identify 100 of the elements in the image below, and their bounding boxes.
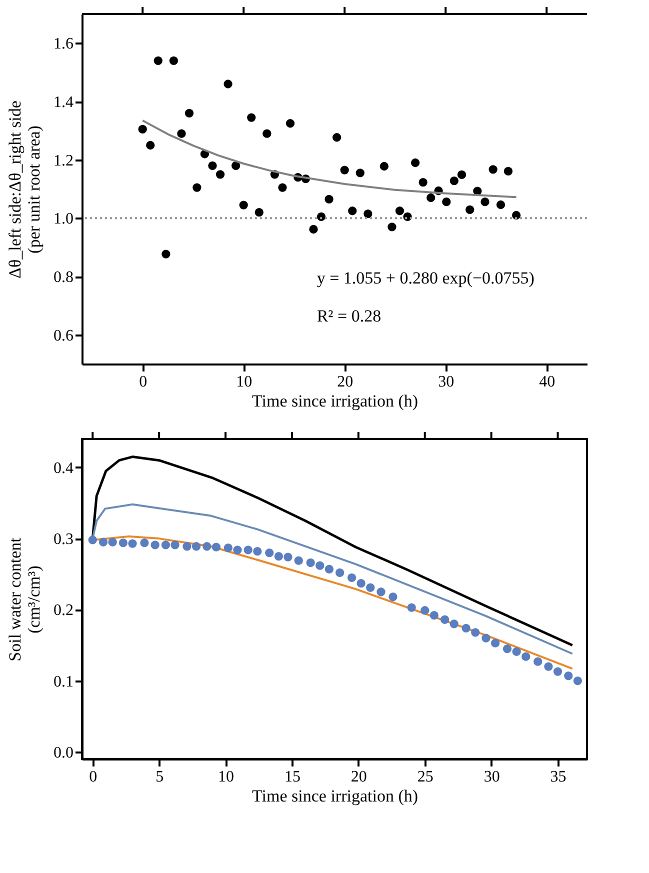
point bbox=[450, 176, 459, 186]
y-tick-label: 1.4 bbox=[54, 94, 74, 111]
point bbox=[286, 119, 295, 128]
point bbox=[490, 638, 500, 648]
point bbox=[169, 56, 178, 65]
point bbox=[544, 662, 553, 671]
x-tick-label: 30 bbox=[484, 768, 500, 786]
point bbox=[410, 158, 420, 168]
point bbox=[564, 671, 573, 680]
y-tick-label: 0.1 bbox=[54, 673, 74, 690]
point bbox=[150, 540, 160, 550]
point bbox=[208, 161, 217, 170]
point bbox=[462, 624, 470, 632]
point bbox=[316, 212, 326, 222]
point bbox=[182, 542, 192, 551]
point bbox=[233, 546, 242, 554]
point bbox=[253, 547, 262, 556]
point bbox=[274, 552, 284, 561]
point bbox=[140, 538, 149, 548]
point bbox=[332, 133, 342, 142]
point bbox=[192, 183, 202, 192]
point bbox=[170, 540, 180, 550]
point bbox=[534, 657, 542, 666]
point bbox=[216, 170, 225, 179]
y-axis-title: Soil water content (cm³/cm³) bbox=[6, 537, 44, 662]
point bbox=[247, 113, 256, 122]
point bbox=[440, 615, 450, 624]
point bbox=[212, 542, 221, 552]
point bbox=[420, 606, 430, 615]
point bbox=[553, 667, 562, 676]
y-tick-label: 1.2 bbox=[54, 152, 74, 170]
point bbox=[340, 166, 349, 174]
point bbox=[224, 543, 233, 552]
y-tick-label: 1.0 bbox=[54, 210, 74, 228]
point bbox=[512, 647, 521, 656]
point bbox=[471, 628, 480, 637]
y-axis-title: Δθ_left side:Δθ_right side (per unit root area) bbox=[6, 100, 44, 278]
x-tick-label: 10 bbox=[236, 374, 252, 390]
point bbox=[430, 611, 438, 620]
point bbox=[466, 205, 474, 214]
point bbox=[262, 129, 272, 138]
point bbox=[356, 168, 364, 178]
point bbox=[177, 129, 186, 138]
point bbox=[138, 124, 147, 134]
point bbox=[442, 198, 451, 206]
point bbox=[224, 80, 232, 88]
point bbox=[88, 536, 97, 544]
y-tick-label: 1.6 bbox=[54, 36, 74, 53]
point bbox=[98, 538, 108, 546]
point bbox=[316, 561, 324, 570]
x-tick-label: 20 bbox=[337, 374, 354, 390]
point bbox=[324, 564, 334, 574]
point bbox=[364, 209, 372, 218]
point bbox=[265, 548, 274, 558]
point bbox=[502, 644, 512, 654]
point bbox=[161, 540, 170, 550]
point bbox=[306, 558, 315, 568]
point bbox=[309, 224, 318, 234]
point bbox=[244, 546, 252, 554]
y-tick-label: 0.3 bbox=[54, 531, 74, 548]
point bbox=[118, 538, 128, 548]
point bbox=[504, 166, 513, 176]
x-tick-label: 35 bbox=[550, 768, 566, 786]
x-tick-label: 5 bbox=[156, 768, 164, 786]
point bbox=[450, 620, 458, 628]
annotation: R² = 0.28 bbox=[316, 306, 382, 326]
point bbox=[512, 210, 521, 220]
x-tick-label: 25 bbox=[417, 768, 434, 786]
point bbox=[388, 592, 398, 602]
point bbox=[278, 183, 287, 192]
x-tick-label: 15 bbox=[284, 768, 300, 786]
point bbox=[202, 542, 212, 551]
point bbox=[254, 208, 264, 217]
point bbox=[239, 200, 248, 210]
point bbox=[418, 178, 428, 187]
point bbox=[488, 165, 498, 174]
point bbox=[522, 652, 530, 661]
point bbox=[146, 140, 155, 150]
point bbox=[426, 193, 436, 202]
x-axis-title: Time since irrigation (h) bbox=[252, 392, 418, 410]
point bbox=[154, 56, 162, 65]
point bbox=[348, 206, 357, 216]
y-tick-label: 0.2 bbox=[54, 602, 74, 620]
point bbox=[284, 552, 292, 562]
point bbox=[162, 250, 170, 258]
y-tick-label: 0.8 bbox=[54, 269, 74, 286]
line-series bbox=[142, 119, 518, 198]
x-tick-label: 0 bbox=[89, 768, 98, 786]
point bbox=[380, 162, 389, 171]
point bbox=[128, 539, 137, 548]
y-tick-label: 0.6 bbox=[54, 327, 74, 344]
x-tick-label: 40 bbox=[539, 374, 556, 390]
point bbox=[496, 200, 506, 210]
x-tick-label: 0 bbox=[139, 374, 148, 390]
annotation: y = 1.055 + 0.280 exp(−0.0755) bbox=[316, 268, 534, 288]
point bbox=[376, 588, 386, 596]
point bbox=[231, 161, 240, 170]
point bbox=[192, 542, 201, 551]
x-tick-label: 30 bbox=[438, 374, 454, 390]
point bbox=[407, 603, 416, 612]
